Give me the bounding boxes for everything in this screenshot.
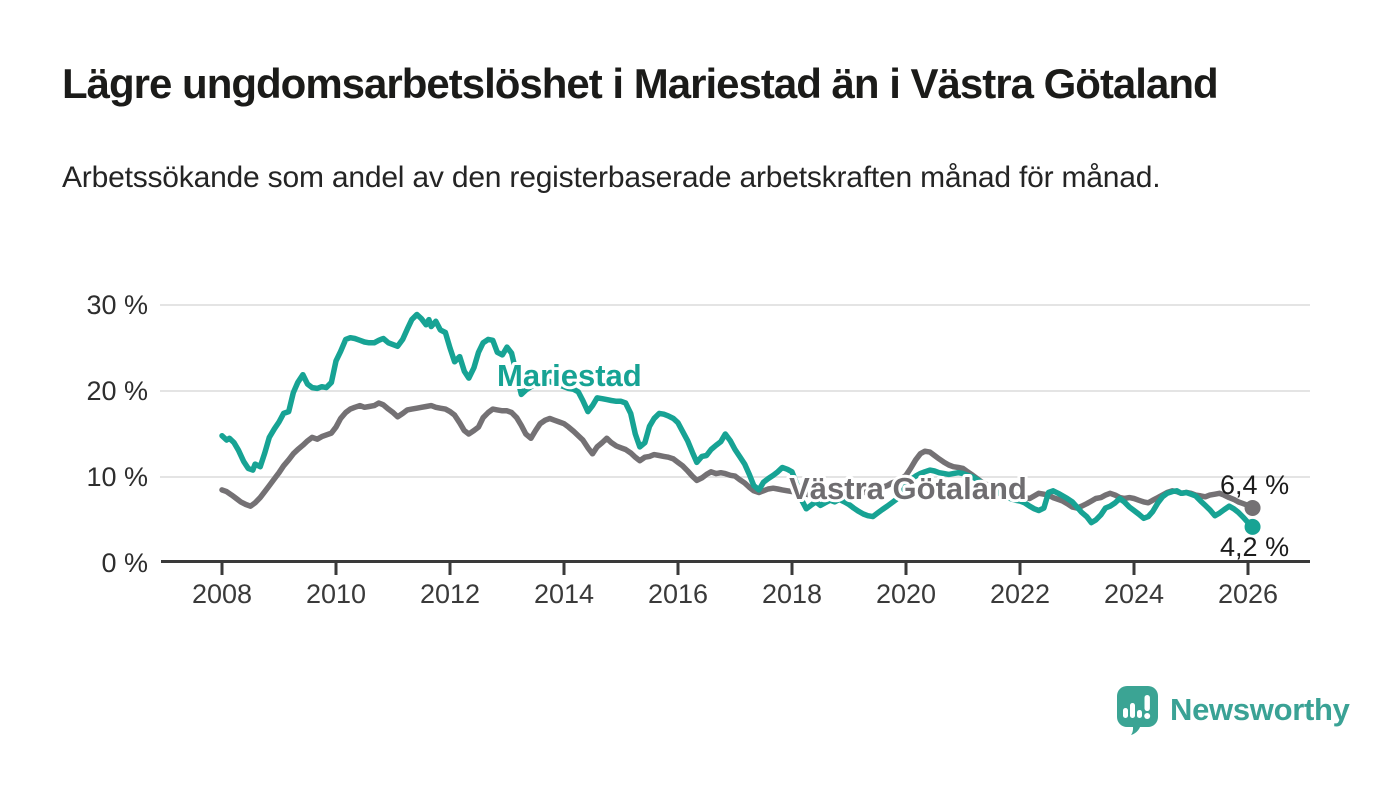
mariestad-series-label: Mariestad [497, 358, 642, 393]
x-axis-tick-label: 2012 [420, 579, 480, 609]
x-axis-tick-label: 2026 [1218, 579, 1278, 609]
v-stra-g-taland-end-value-label: 6,4 % [1220, 470, 1289, 500]
x-axis-tick-label: 2018 [762, 579, 822, 609]
y-axis-tick-label: 10 % [86, 462, 148, 492]
newsworthy-logo: Newsworthy [1115, 684, 1350, 736]
x-axis-tick-label: 2024 [1104, 579, 1164, 609]
x-axis-tick-label: 2016 [648, 579, 708, 609]
x-axis-tick-label: 2022 [990, 579, 1050, 609]
y-axis-tick-label: 30 % [86, 290, 148, 320]
page-subtitle: Arbetssökande som andel av den registerb… [62, 161, 1161, 194]
y-axis-tick-label: 20 % [86, 376, 148, 406]
mariestad-end-value-label: 4,2 % [1220, 532, 1289, 562]
x-axis-tick-label: 2014 [534, 579, 594, 609]
v-stra-g-taland-series-label: Västra Götaland [789, 471, 1027, 506]
x-axis-tick-label: 2010 [306, 579, 366, 609]
unemployment-line-chart: 0 % 10 % 20 % 30 % 2008 2010 2012 2014 2016 2018 2… [86, 290, 1310, 609]
x-axis-tick-label: 2020 [876, 579, 936, 609]
v-stra-g-taland-line [219, 400, 1256, 511]
v-stra-g-taland-end-dot [1244, 499, 1261, 516]
newsworthy-logo-text: Newsworthy [1170, 692, 1350, 727]
newsworthy-bubble-chart-icon [1117, 686, 1158, 735]
mariestad-end-dot [1244, 518, 1261, 535]
y-axis-tick-label: 0 % [101, 548, 148, 578]
x-axis-tick-label: 2008 [192, 579, 252, 609]
mariestad-line [219, 311, 1256, 530]
page-title: Lägre ungdomsarbetslöshet i Mariestad än… [62, 60, 1219, 107]
